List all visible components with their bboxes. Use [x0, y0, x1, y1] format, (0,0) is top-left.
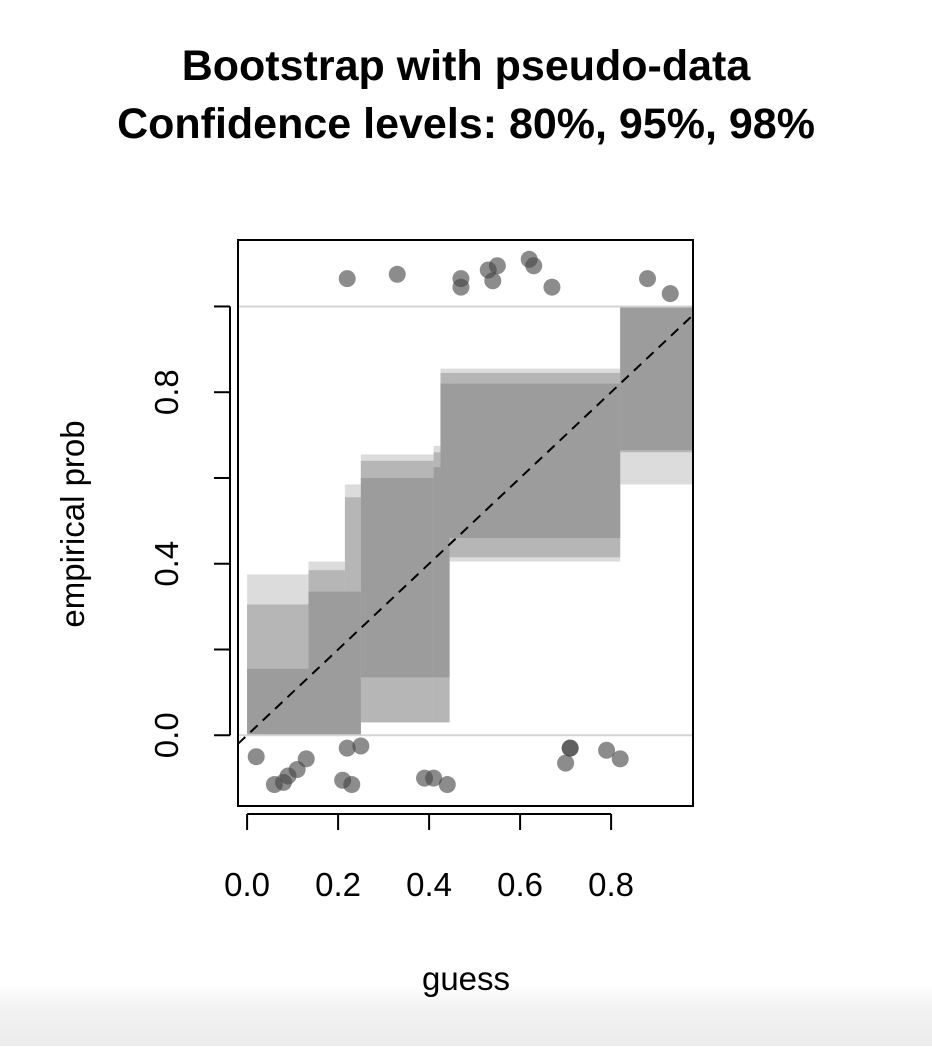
diagonal-line [238, 314, 693, 745]
y-axis-title: empirical prob [54, 420, 91, 627]
band-80pct-step [620, 306, 693, 451]
plot-frame [237, 239, 694, 807]
x-tick-label: 0.2 [315, 866, 361, 903]
data-point [297, 750, 315, 768]
data-point [438, 776, 456, 794]
data-point [484, 272, 502, 290]
plot-area: 0.0 0.2 0.4 0.6 0.8 0.0 0.4 0.8 [148, 239, 694, 903]
data-point [611, 750, 629, 768]
x-axis-title: guess [422, 960, 510, 997]
band-80pct-step [247, 668, 309, 736]
data-point [343, 776, 361, 794]
data-point [525, 257, 543, 275]
x-tick-label: 0.6 [497, 866, 543, 903]
data-point [338, 270, 356, 288]
x-tick-label: 0.8 [588, 866, 634, 903]
y-tick-label: 0.0 [148, 712, 185, 758]
chart-title: Bootstrap with pseudo-data [182, 42, 752, 90]
data-point [639, 270, 656, 288]
y-tick-label: 0.8 [148, 369, 185, 415]
x-tick-label: 0.4 [406, 866, 452, 903]
y-tick-label: 0.4 [148, 541, 185, 587]
data-point [247, 748, 265, 766]
data-point [661, 285, 679, 303]
chart-subtitle: Confidence levels: 80%, 95%, 98% [117, 100, 815, 148]
data-point [543, 278, 561, 296]
data-point [338, 739, 356, 757]
band-80pct-step [449, 383, 621, 539]
band-80pct-step [360, 477, 434, 678]
data-point [598, 741, 616, 759]
data-point [425, 769, 443, 787]
data-point [561, 739, 579, 757]
data-point [488, 257, 506, 275]
data-point [352, 737, 370, 755]
x-tick-label: 0.0 [224, 866, 270, 903]
data-point [452, 278, 470, 296]
data-point [557, 754, 575, 772]
band-80pct-step [433, 467, 441, 678]
data-point [388, 265, 406, 283]
band-80pct-step [440, 383, 450, 678]
band-80pct-step [308, 591, 361, 736]
